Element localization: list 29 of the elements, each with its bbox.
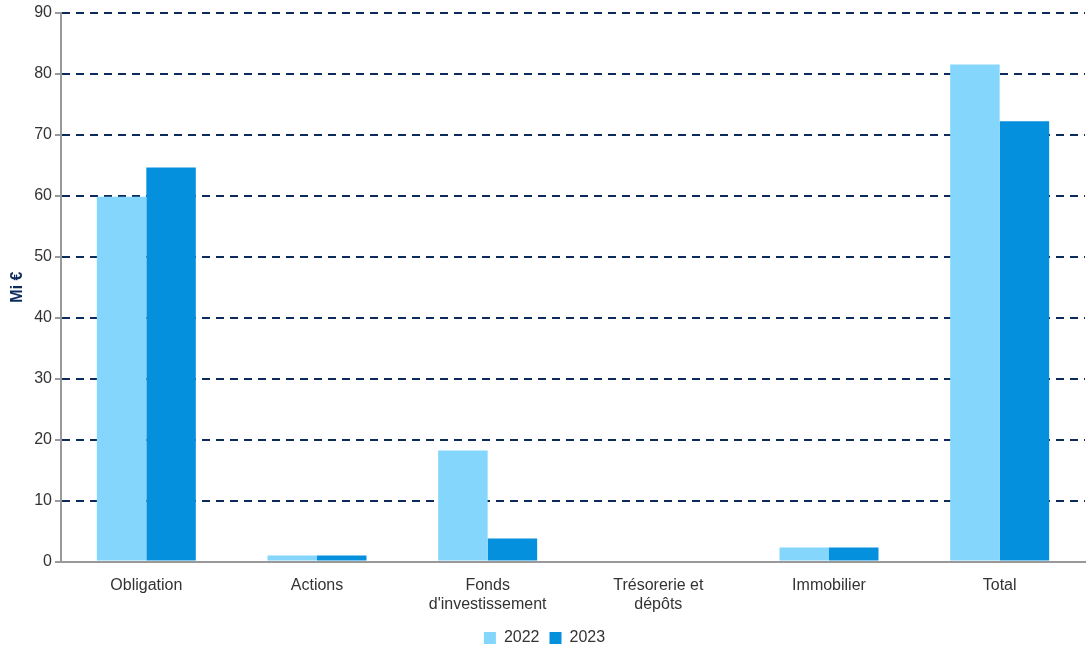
bar — [267, 555, 317, 561]
x-tick-label: Trésorerie et dépôts — [613, 575, 704, 612]
x-tick-label: Obligation — [110, 575, 183, 593]
bar — [779, 547, 829, 561]
y-tick-label: 20 — [34, 430, 53, 448]
y-tick-label: 0 — [43, 552, 53, 570]
legend-label: 2023 — [569, 628, 606, 646]
x-tick-label: Actions — [290, 575, 344, 593]
y-tick-label: 60 — [34, 186, 53, 204]
bar — [999, 121, 1050, 561]
y-tick-label: 90 — [34, 3, 53, 21]
x-tick-label: Fonds d'investissement — [428, 575, 548, 612]
x-tick-label: Immobilier — [792, 575, 867, 593]
bar — [96, 196, 147, 561]
bar — [487, 538, 538, 561]
y-tick-label: 50 — [34, 247, 53, 265]
y-tick-label: 40 — [34, 308, 53, 326]
y-tick-label: 80 — [34, 64, 53, 82]
legend-label: 2022 — [503, 628, 540, 646]
bar — [317, 555, 367, 561]
bar — [438, 450, 488, 561]
y-tick-label: 10 — [34, 491, 53, 509]
y-axis-title: Mi € — [8, 271, 26, 303]
bar — [829, 547, 879, 561]
bar — [950, 64, 1000, 561]
y-tick-label: 30 — [34, 369, 53, 387]
x-tick-label: Total — [982, 575, 1017, 593]
y-tick-label: 70 — [34, 125, 53, 143]
bar — [146, 167, 196, 561]
